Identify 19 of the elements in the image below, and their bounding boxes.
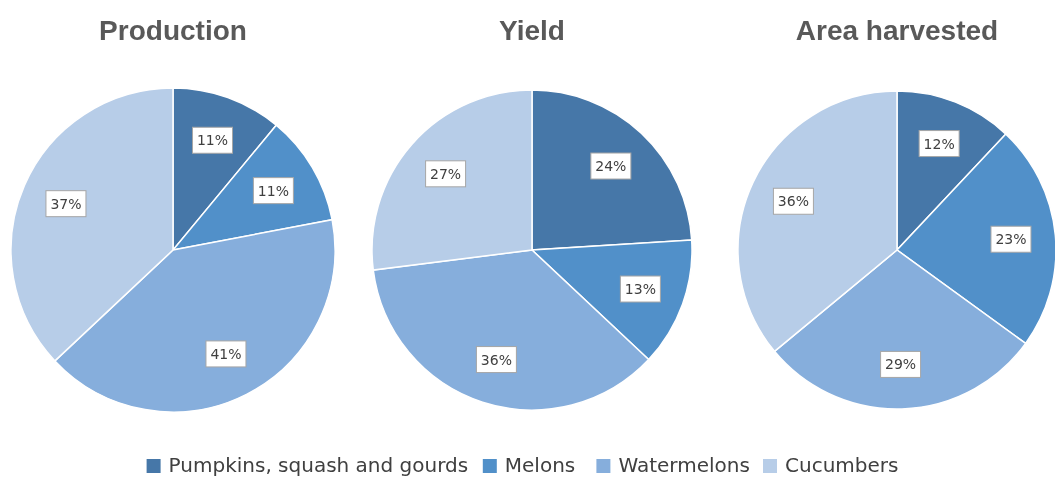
data-label: 11% [196,132,229,149]
data-label: 36% [480,351,512,368]
data-label: 41% [210,345,242,362]
data-label: 29% [885,356,917,373]
chart-title: Area harvested [795,15,999,46]
chart-title: Production [99,15,247,46]
data-label: 27% [430,165,462,182]
data-label: 36% [777,193,809,210]
data-label: 37% [50,195,82,212]
data-label: 11% [257,182,289,199]
data-label: 13% [624,281,656,298]
data-label: 12% [923,135,955,152]
legend-label: Melons [504,453,576,477]
legend-label: Pumpkins, squash and gourds [168,453,469,477]
chart-title: Yield [499,15,565,46]
legend-label: Watermelons [618,453,750,477]
data-label: 23% [995,231,1027,248]
data-label: 24% [595,158,627,175]
legend-label: Cucumbers [785,453,899,477]
